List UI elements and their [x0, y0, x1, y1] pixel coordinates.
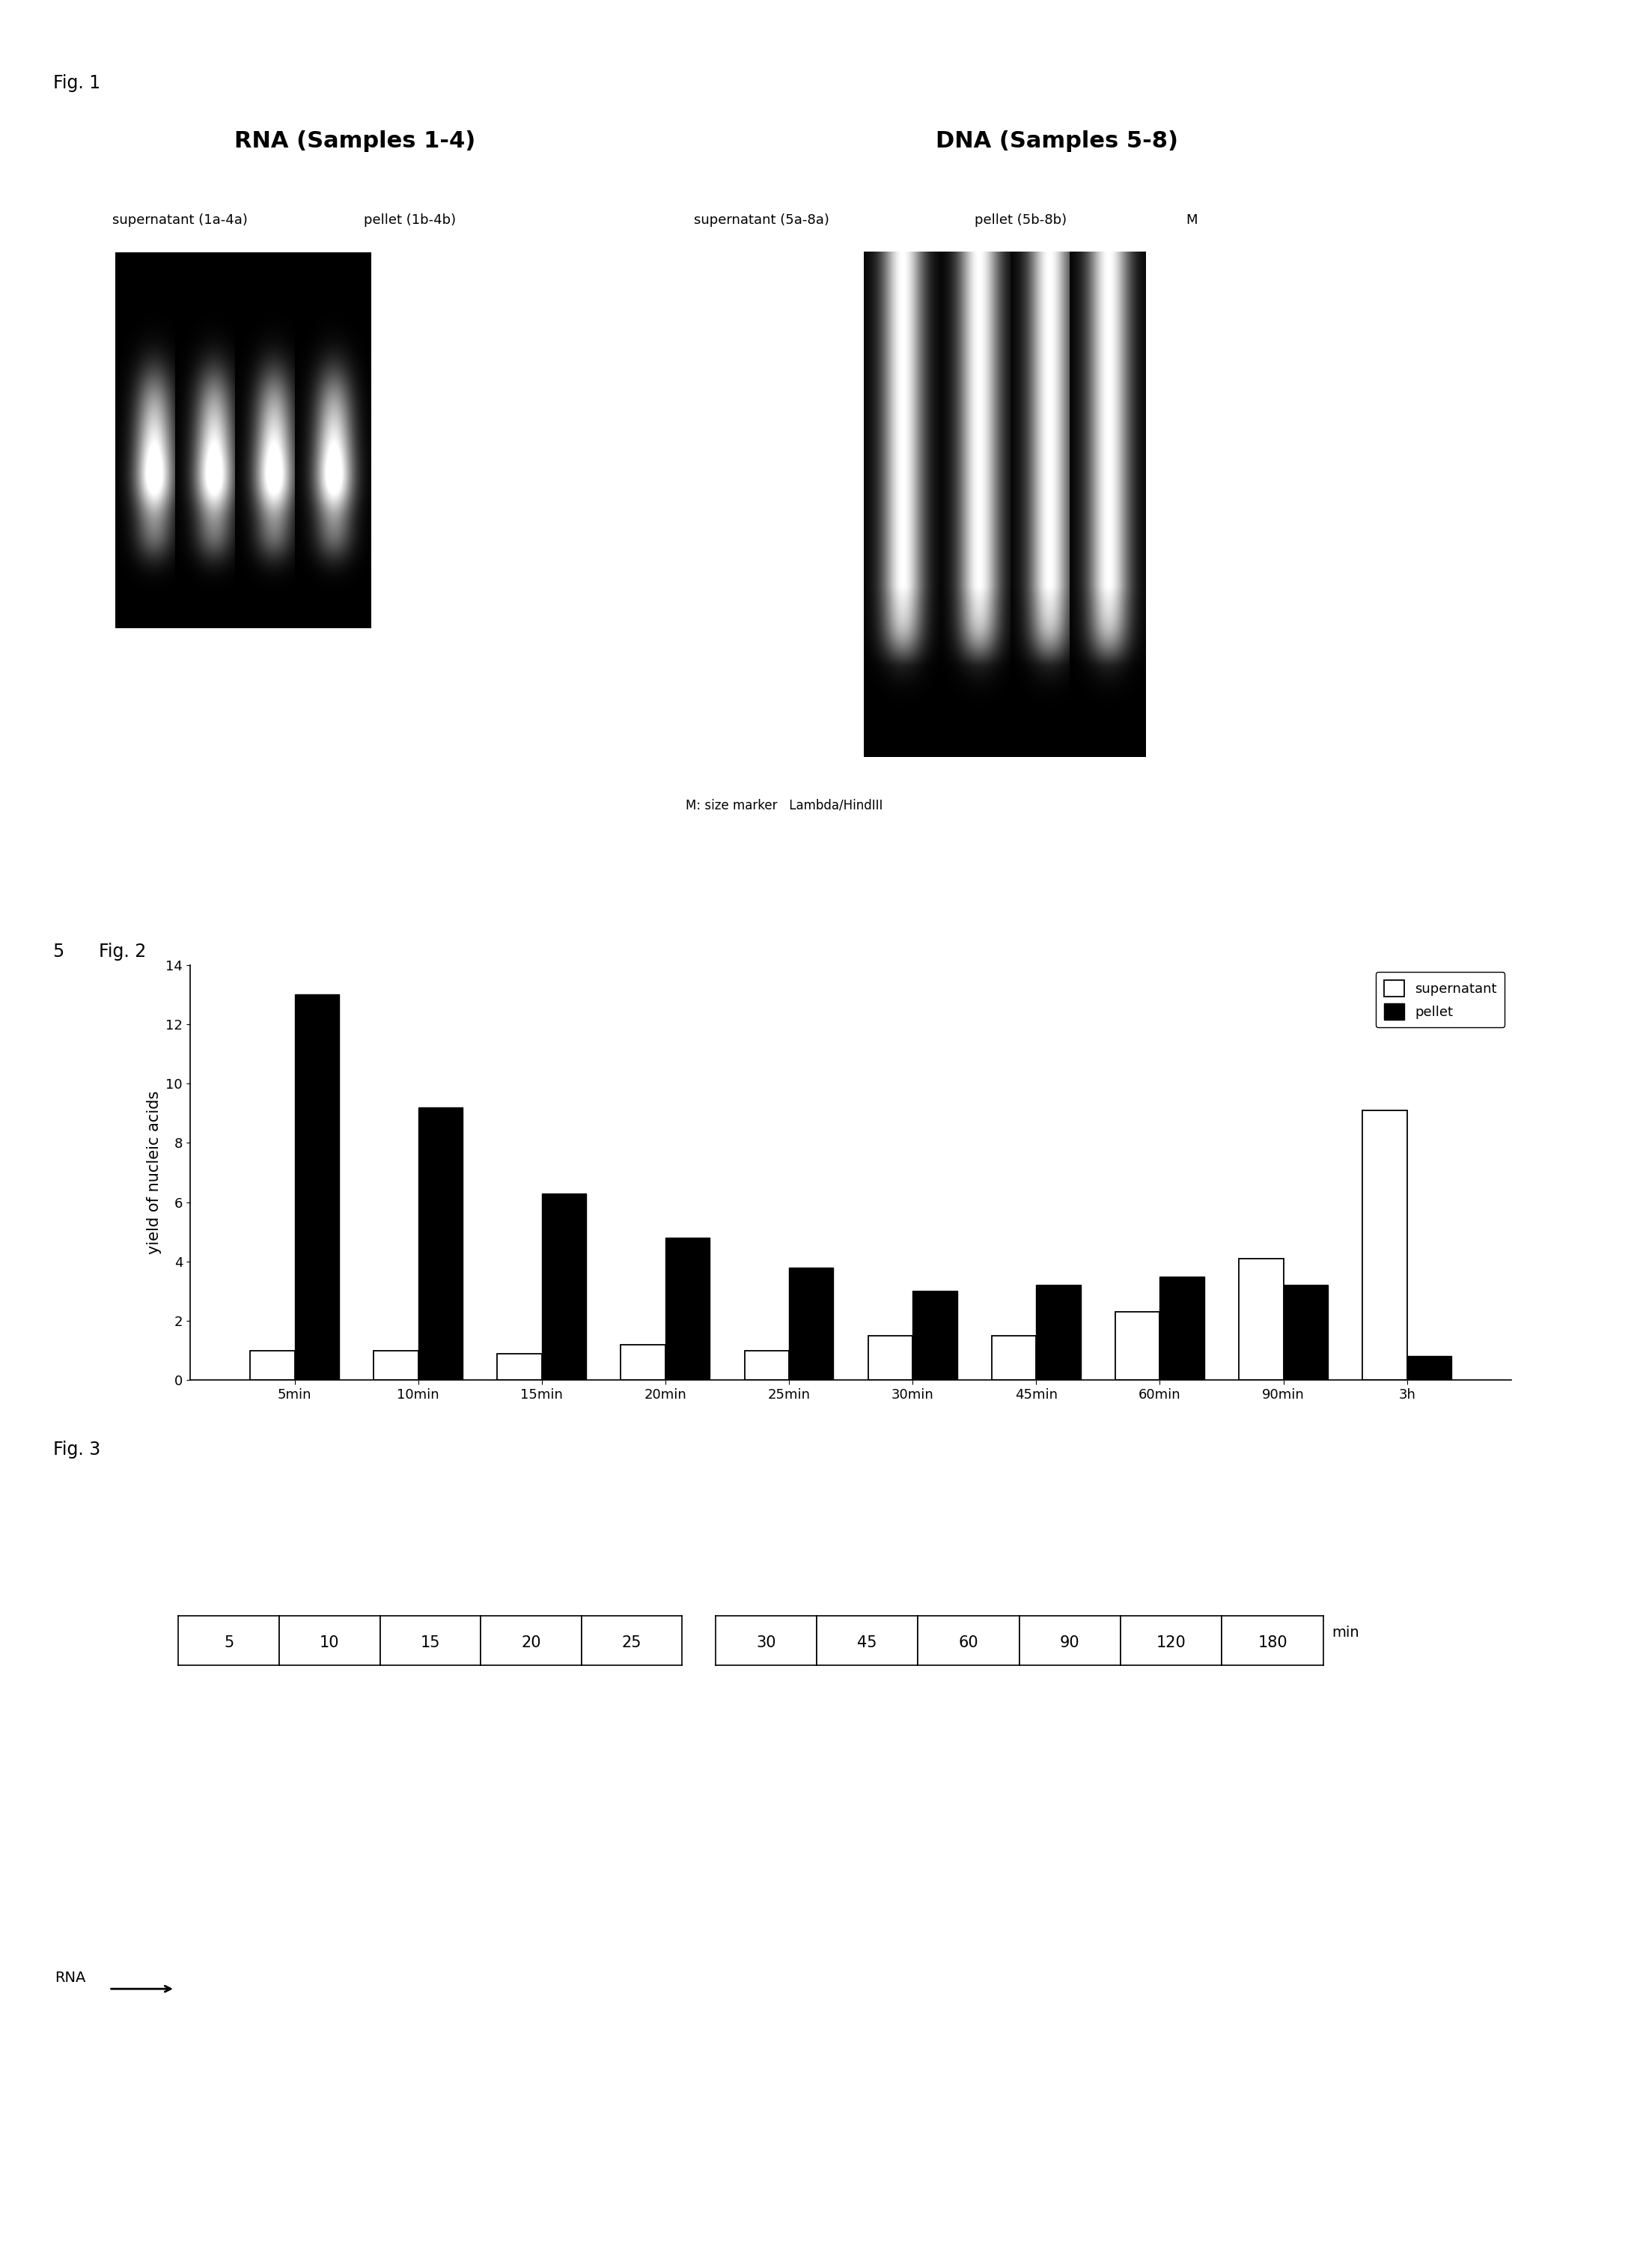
Bar	[1036, 1286, 1080, 1380]
Ellipse shape	[425, 1840, 446, 1865]
Ellipse shape	[264, 1910, 395, 2067]
Bar	[790, 1268, 834, 1380]
Text: supernatant (1a-4a): supernatant (1a-4a)	[112, 213, 248, 227]
Ellipse shape	[124, 678, 183, 756]
Text: 60: 60	[958, 1636, 978, 1649]
Ellipse shape	[304, 678, 363, 756]
Bar	[542, 1194, 586, 1380]
Text: Fig. 1: Fig. 1	[53, 74, 101, 92]
Text: 5: 5	[53, 942, 64, 960]
Text: min: min	[1332, 1627, 1360, 1640]
Bar	[666, 1239, 710, 1380]
Bar	[1284, 1286, 1328, 1380]
Bar	[867, 1335, 912, 1380]
Bar	[1408, 1355, 1452, 1380]
Ellipse shape	[385, 1928, 476, 2051]
Bar	[745, 1351, 790, 1380]
Legend: supernatant, pellet: supernatant, pellet	[1376, 972, 1505, 1028]
Text: 5: 5	[223, 1636, 235, 1649]
Bar	[912, 1290, 957, 1380]
Text: 90: 90	[1061, 1636, 1080, 1649]
Text: 10: 10	[319, 1636, 340, 1649]
Text: M: size marker   Lambda/HindIII: M: size marker Lambda/HindIII	[686, 799, 882, 812]
Bar	[418, 1106, 463, 1380]
Text: 45: 45	[857, 1636, 877, 1649]
Bar	[991, 1335, 1036, 1380]
Text: 120: 120	[1156, 1636, 1186, 1649]
FancyBboxPatch shape	[1170, 467, 1214, 485]
Ellipse shape	[159, 1905, 299, 2071]
Text: M: M	[1186, 213, 1198, 227]
Bar	[1160, 1277, 1204, 1380]
Text: DNA (Samples 5-8): DNA (Samples 5-8)	[937, 130, 1178, 153]
FancyBboxPatch shape	[1170, 328, 1214, 346]
Bar	[621, 1344, 666, 1380]
Bar	[249, 1351, 294, 1380]
Text: 30: 30	[757, 1636, 776, 1649]
Text: 180: 180	[1257, 1636, 1287, 1649]
Bar	[1115, 1313, 1160, 1380]
Bar	[294, 994, 339, 1380]
Bar	[497, 1353, 542, 1380]
Text: 20: 20	[520, 1636, 542, 1649]
Text: 25: 25	[621, 1636, 643, 1649]
Text: Fig. 2: Fig. 2	[99, 942, 147, 960]
Text: RNA (Samples 1-4): RNA (Samples 1-4)	[235, 130, 476, 153]
Text: pellet (5b-8b): pellet (5b-8b)	[975, 213, 1067, 227]
Ellipse shape	[183, 678, 243, 756]
FancyBboxPatch shape	[1170, 399, 1214, 417]
Bar	[373, 1351, 418, 1380]
Text: RNA: RNA	[55, 1970, 86, 1984]
Ellipse shape	[611, 1959, 653, 2017]
Text: 15: 15	[420, 1636, 441, 1649]
Y-axis label: yield of nucleic acids: yield of nucleic acids	[147, 1091, 162, 1254]
Ellipse shape	[243, 678, 304, 756]
Bar	[1239, 1259, 1284, 1380]
Text: supernatant (5a-8a): supernatant (5a-8a)	[694, 213, 829, 227]
Bar	[1363, 1111, 1408, 1380]
Text: Fig. 3: Fig. 3	[53, 1441, 101, 1459]
Ellipse shape	[506, 1952, 557, 2026]
Text: pellet (1b-4b): pellet (1b-4b)	[363, 213, 456, 227]
